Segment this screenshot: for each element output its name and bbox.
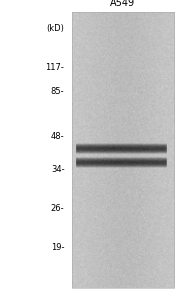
Text: 34-: 34- [51,165,64,174]
Text: 26-: 26- [51,204,64,213]
Text: 85-: 85- [51,87,64,96]
Bar [72,12,174,288]
Text: A549: A549 [110,0,135,8]
Text: 48-: 48- [51,132,64,141]
Text: (kD): (kD) [47,24,64,33]
Text: 117-: 117- [46,63,64,72]
Text: 19-: 19- [51,243,64,252]
